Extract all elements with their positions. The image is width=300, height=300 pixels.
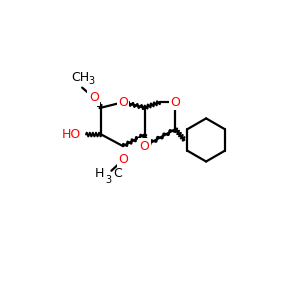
Text: 3: 3 [88,76,94,86]
Text: H: H [95,167,104,180]
Text: CH: CH [71,71,90,84]
Text: O: O [118,96,128,109]
Text: O: O [89,91,99,104]
Text: O: O [170,96,180,109]
Text: O: O [140,140,149,153]
Text: C: C [113,167,122,180]
Text: 3: 3 [105,176,111,185]
Text: O: O [118,154,128,166]
Text: HO: HO [61,128,81,141]
